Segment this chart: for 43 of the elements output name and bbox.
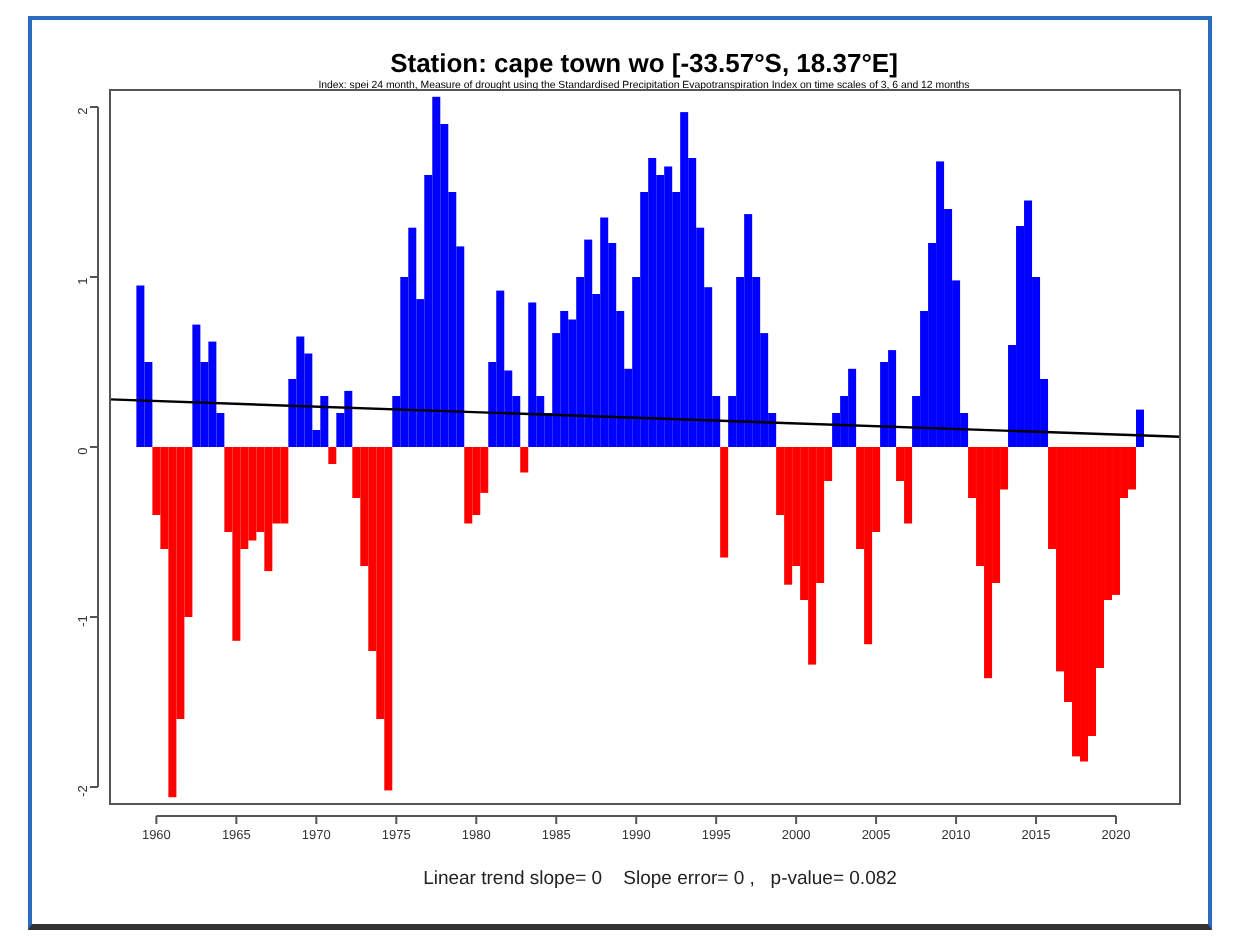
chart-title: Station: cape town wo [-33.57°S, 18.37°E] (390, 48, 898, 78)
bar (784, 447, 793, 585)
bar (1024, 200, 1033, 447)
bar (208, 341, 217, 447)
bar (888, 350, 897, 447)
bar (560, 311, 569, 447)
bar (848, 368, 857, 447)
bar (1128, 447, 1137, 490)
bar (984, 447, 993, 679)
bar (904, 447, 913, 524)
bar (232, 447, 241, 641)
bar (192, 324, 201, 447)
bar (720, 447, 729, 558)
bar (496, 290, 505, 447)
bar (328, 447, 337, 464)
bar (168, 447, 177, 798)
bar (1072, 447, 1081, 757)
bar (1080, 447, 1089, 762)
bar (528, 302, 537, 447)
bar (344, 390, 353, 447)
bar (1112, 447, 1121, 595)
bar (280, 447, 289, 524)
bar (1136, 409, 1145, 447)
bar (864, 447, 873, 645)
bar (664, 166, 673, 447)
bar (936, 161, 945, 447)
text: Linear trend slope= 0 Slope error= 0 , p-value= 0.082 (423, 868, 897, 890)
bar (136, 285, 145, 447)
bar (600, 217, 609, 447)
bar (248, 447, 257, 541)
bar (408, 227, 417, 447)
bar (432, 96, 441, 447)
bar (384, 447, 393, 791)
bar (320, 396, 329, 447)
bar (464, 447, 473, 524)
bar (584, 239, 593, 447)
bar (520, 447, 529, 473)
bar (264, 447, 273, 572)
bar (680, 112, 689, 447)
bar (808, 447, 817, 665)
bar (648, 158, 657, 447)
bar (296, 336, 305, 447)
bar (744, 214, 753, 447)
